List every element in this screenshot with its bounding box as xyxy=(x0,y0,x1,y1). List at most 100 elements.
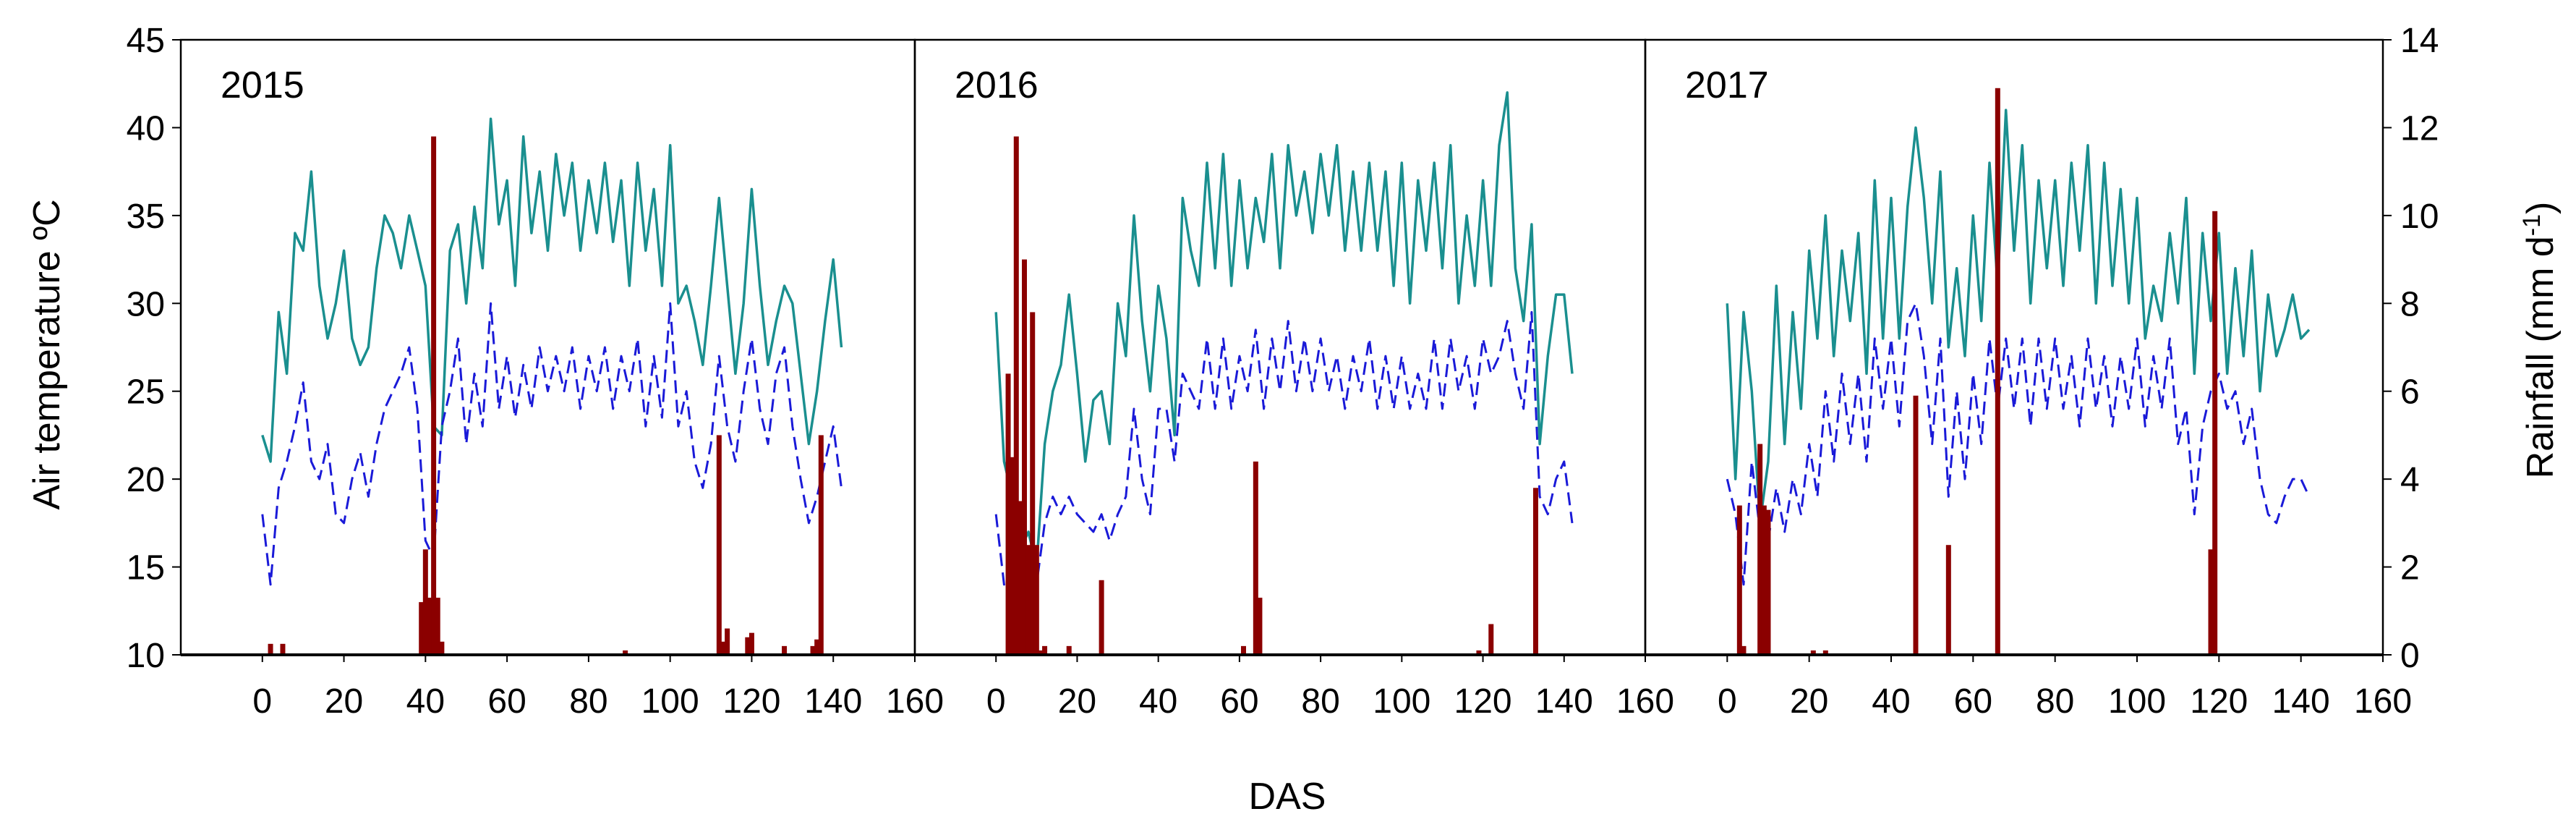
panel-2016-x-tick-label: 160 xyxy=(1616,682,1674,721)
panel-2017-rain-bar xyxy=(1736,505,1742,655)
panel-2015-x-tick-label: 100 xyxy=(641,682,699,721)
panel-2015-rain-bar xyxy=(439,641,445,655)
panel-2016-rain-bar xyxy=(1013,136,1019,656)
panel-2015-rain-bar xyxy=(810,645,816,655)
panel-2015-rain-bar xyxy=(716,435,722,655)
panel-2015-rain-bar xyxy=(268,643,273,655)
panel-2015-year-label: 2015 xyxy=(221,64,304,106)
panel-2016-min-temp-line xyxy=(994,310,1574,586)
panel-2016-rain-bar xyxy=(1018,501,1023,655)
panel-2015-y-tick-label: 30 xyxy=(127,285,165,323)
panel-2017-x-tick-label: 80 xyxy=(2036,682,2074,721)
panel-2015: 0 20 40 60 80 100 120 140 160 10 15 20 25 30 35 40 45 201… xyxy=(127,22,944,721)
panel-2015-x-tick-label: 80 xyxy=(569,682,607,721)
panel-2017-y2-tick-label: 8 xyxy=(2400,285,2420,323)
panel-2017-y2-tick-label: 4 xyxy=(2400,461,2420,499)
panel-2017-x-tick-label: 40 xyxy=(1872,682,1910,721)
panels: 0 20 40 60 80 100 120 140 1601015202530354045201… xyxy=(127,22,2439,721)
panel-2017-y2-tick-label: 2 xyxy=(2400,549,2420,588)
y-axis-left-title: Air temperature ºC xyxy=(26,199,68,509)
panel-2017-x-tick-label: 160 xyxy=(2354,682,2412,721)
panel-2017-rain-bar xyxy=(1822,650,1828,655)
panel-2015-rain-bar xyxy=(422,549,428,655)
panel-2017-y2-tick-label: 6 xyxy=(2400,373,2420,412)
panel-2015-rain-bar xyxy=(720,641,726,655)
panel-2016-x-tick-label: 80 xyxy=(1301,682,1339,721)
panel-2015-y-tick-label: 35 xyxy=(127,198,165,236)
panel-2016-max-temp-line xyxy=(994,91,1574,569)
panel-2016-rain-bar xyxy=(1476,650,1482,655)
panel-2015-rain-bar xyxy=(623,650,628,655)
panel-2015-rain-bar xyxy=(818,435,824,655)
panel-2017-rain-bar xyxy=(1995,88,2000,656)
panel-2017-max-temp-line xyxy=(1726,109,2311,525)
panel-2016: 0 20 40 60 80 100 120 140 160 2016 xyxy=(913,38,1674,721)
y-axis-right-title: Rainfall (mm d-1) xyxy=(2518,202,2562,479)
panel-2015-y-tick-label: 40 xyxy=(127,109,165,148)
panel-2017-x-tick-label: 100 xyxy=(2108,682,2166,721)
panel-2017-x-tick-label: 140 xyxy=(2272,682,2330,721)
panel-2015-rain-bar xyxy=(749,632,754,655)
panel-2016-x-tick-label: 120 xyxy=(1454,682,1512,721)
panel-2017-rain-bar xyxy=(1765,509,1771,655)
y-axis-right-title-close: ) xyxy=(2520,202,2562,214)
panel-2015-rain-bar xyxy=(280,643,286,655)
panel-2016-x-tick-label: 140 xyxy=(1535,682,1593,721)
panel-2015-y-tick-label: 20 xyxy=(127,461,165,499)
panel-2017-rain-bar xyxy=(2208,549,2214,655)
panel-2016-rain-bar xyxy=(1241,645,1246,655)
panel-2016-year-label: 2016 xyxy=(955,64,1038,106)
panel-2017-frame xyxy=(1644,38,2384,656)
panel-2017-y2-tick-label: 12 xyxy=(2400,109,2439,148)
panel-2017-min-temp-line xyxy=(1726,302,2311,586)
panel-2016-x-tick-label: 100 xyxy=(1373,682,1430,721)
panel-2015-max-temp-line xyxy=(261,117,843,463)
panel-2016-rain-bar xyxy=(1533,488,1538,655)
panel-2015-rain-bar xyxy=(419,602,425,655)
panel-2015-rain-bar xyxy=(427,598,432,655)
panel-2016-rain-bar xyxy=(1257,598,1263,655)
panel-2017-rain-bar xyxy=(1945,545,1951,655)
panel-2017-x-tick-label: 20 xyxy=(1790,682,1828,721)
panel-2015-y-tick-label: 25 xyxy=(127,373,165,412)
panel-2015-rain-bar xyxy=(814,639,820,655)
panel-2017-x-tick-label: 0 xyxy=(1718,682,1737,721)
panel-2016-rain-bar xyxy=(1025,545,1031,655)
panel-2015-min-temp-line xyxy=(261,302,843,586)
panel-2015-x-tick-label: 40 xyxy=(406,682,445,721)
panel-2016-rain-bar xyxy=(1099,580,1104,655)
panel-2016-x-tick-label: 60 xyxy=(1220,682,1258,721)
panel-2015-y-tick-label: 10 xyxy=(127,637,165,675)
panel-2017-rain-bar xyxy=(1913,395,1919,655)
panel-2017-rain-bar xyxy=(1761,505,1767,655)
panel-2016-rain-bar xyxy=(1022,259,1027,656)
panel-2015-y-tick-label: 45 xyxy=(127,22,165,60)
panel-2017-rain-bar xyxy=(1810,650,1816,655)
panel-2015-rain-bar xyxy=(431,136,437,656)
y-axis-right-title-sup: -1 xyxy=(2518,214,2546,236)
panel-2017-y2-tick-label: 0 xyxy=(2400,637,2420,675)
panel-2016-rain-bar xyxy=(1066,645,1072,655)
panel-2015-x-tick-label: 120 xyxy=(722,682,780,721)
panel-2017-y2-tick-label: 10 xyxy=(2400,198,2439,236)
panel-2017-rain-bar xyxy=(1757,444,1763,655)
panel-2016-rain-bar xyxy=(1033,545,1039,655)
panel-2015-rain-bar xyxy=(745,637,751,655)
panel-2016-rain-bar xyxy=(1010,457,1015,655)
x-axis-title: DAS xyxy=(1249,776,1326,818)
panel-2015-x-tick-label: 160 xyxy=(886,682,944,721)
panel-2017-year-label: 2017 xyxy=(1685,64,1769,106)
y-axis-right-title-main: Rainfall (mm d xyxy=(2520,236,2562,478)
panel-2017-y2-tick-label: 14 xyxy=(2400,22,2439,60)
panel-2016-rain-bar xyxy=(1488,624,1494,655)
panel-2017-rain-bar xyxy=(1741,645,1747,655)
panel-2015-rain-bar xyxy=(782,645,788,655)
panel-2016-rain-bar xyxy=(1042,645,1048,655)
panel-2015-frame xyxy=(179,38,916,656)
panel-2016-x-tick-label: 20 xyxy=(1058,682,1096,721)
panel-2016-x-tick-label: 40 xyxy=(1139,682,1177,721)
panel-2017: 0 20 40 60 80 100 120 140 160 0 2 4 6 8 10 12 14 2017 xyxy=(1644,22,2439,721)
panel-2015-y-tick-label: 15 xyxy=(127,549,165,588)
